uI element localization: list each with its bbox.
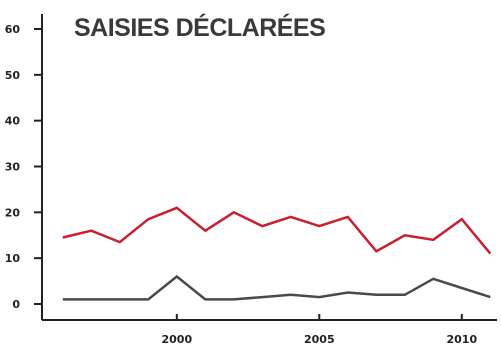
x-tick-label: 2010 (446, 333, 477, 346)
y-tick-label: 40 (5, 115, 21, 128)
x-axis-ticks: 2000 2005 2010 (161, 314, 477, 346)
series-group (62, 206, 492, 301)
y-tick-label: 0 (12, 298, 20, 311)
y-axis-ticks: 0 10 20 30 40 50 60 (5, 23, 42, 311)
y-tick-label: 30 (5, 161, 21, 174)
series-line-1 (62, 206, 492, 255)
series-line-2 (62, 274, 491, 301)
y-tick-label: 60 (5, 23, 21, 36)
y-tick-label: 10 (5, 252, 21, 265)
x-tick-label: 2005 (304, 333, 335, 346)
y-tick-label: 20 (5, 206, 21, 219)
axes (41, 14, 497, 321)
x-tick-label: 2000 (161, 333, 192, 346)
y-tick-label: 50 (5, 69, 21, 82)
chart-title: SAISIES DÉCLARÉES (74, 13, 325, 42)
